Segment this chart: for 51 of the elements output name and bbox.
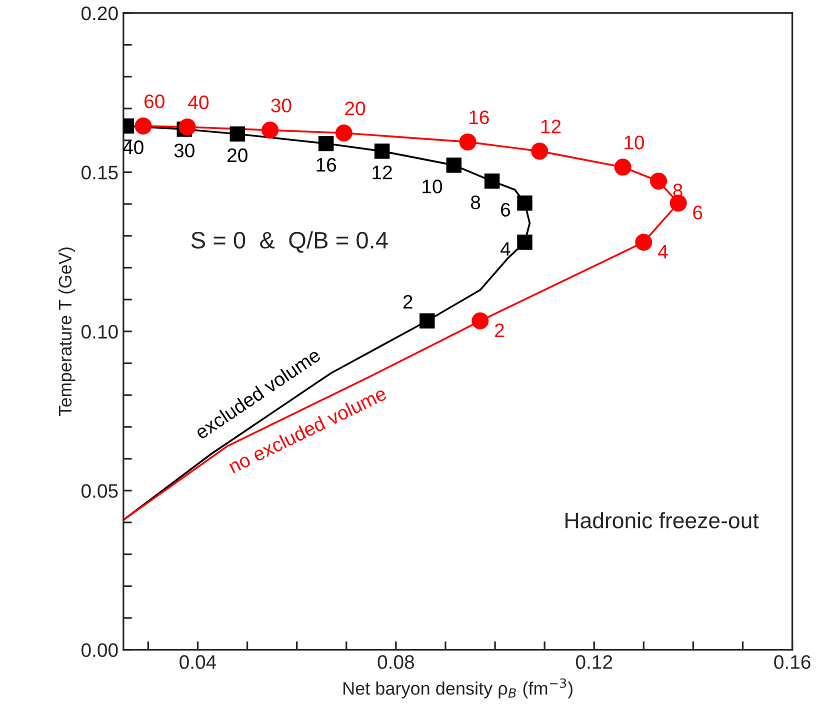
annotation: 8 bbox=[470, 196, 480, 210]
annotation: 6 bbox=[501, 202, 510, 217]
point bbox=[178, 118, 196, 136]
annotation: 2 bbox=[403, 294, 412, 309]
point bbox=[650, 172, 668, 190]
point bbox=[459, 133, 476, 150]
y-axis-title: Temperature T (GeV) bbox=[58, 248, 76, 416]
text: 0.00 bbox=[81, 643, 118, 658]
point bbox=[517, 195, 532, 211]
annotation: 20 bbox=[345, 102, 366, 116]
annotation: 4 bbox=[500, 242, 510, 256]
point bbox=[531, 142, 548, 160]
y-tick-label: 0.05 bbox=[81, 484, 118, 498]
annotation: S = 0 & Q/B = 0.4 bbox=[191, 231, 388, 253]
point bbox=[446, 158, 462, 173]
point bbox=[134, 118, 152, 135]
annotation: 12 bbox=[541, 120, 561, 134]
point bbox=[614, 158, 632, 176]
point bbox=[472, 312, 489, 330]
annotation: 10 bbox=[624, 136, 644, 150]
y-tick-label: 0.15 bbox=[81, 166, 118, 180]
annotation: 40 bbox=[188, 95, 209, 110]
annotation: 10 bbox=[422, 180, 442, 194]
annotation: 16 bbox=[470, 110, 489, 124]
point bbox=[318, 136, 334, 152]
point bbox=[517, 234, 532, 250]
annotation: 20 bbox=[228, 148, 248, 162]
annotation: 30 bbox=[174, 144, 194, 158]
y-tick-label: 0.20 bbox=[81, 6, 118, 20]
x-tick-label: 0.12 bbox=[576, 655, 612, 669]
annotation: 6 bbox=[693, 206, 702, 220]
point bbox=[484, 174, 500, 189]
point bbox=[262, 122, 279, 139]
annotation: 2 bbox=[495, 323, 504, 338]
x-axis-title: Net baryon density ρ$_{B}$ (fm$^{−3}$) bbox=[344, 678, 572, 698]
annotation: 4 bbox=[658, 245, 668, 258]
point bbox=[335, 124, 352, 142]
point bbox=[420, 313, 435, 328]
annotation: 12 bbox=[372, 166, 392, 180]
x-tick-label: 0.08 bbox=[378, 655, 414, 669]
x-tick-label: 0.04 bbox=[180, 655, 216, 669]
annotation: 16 bbox=[316, 158, 336, 172]
annotation: Hadronic freeze-out bbox=[566, 512, 759, 528]
annotation: 60 bbox=[144, 94, 164, 108]
point bbox=[635, 234, 652, 251]
y-tick-label: 0.10 bbox=[81, 324, 118, 339]
point bbox=[670, 194, 687, 212]
point bbox=[374, 144, 390, 159]
x-tick-label: 0.16 bbox=[774, 655, 810, 669]
point bbox=[230, 126, 245, 142]
annotation: 30 bbox=[271, 98, 292, 112]
